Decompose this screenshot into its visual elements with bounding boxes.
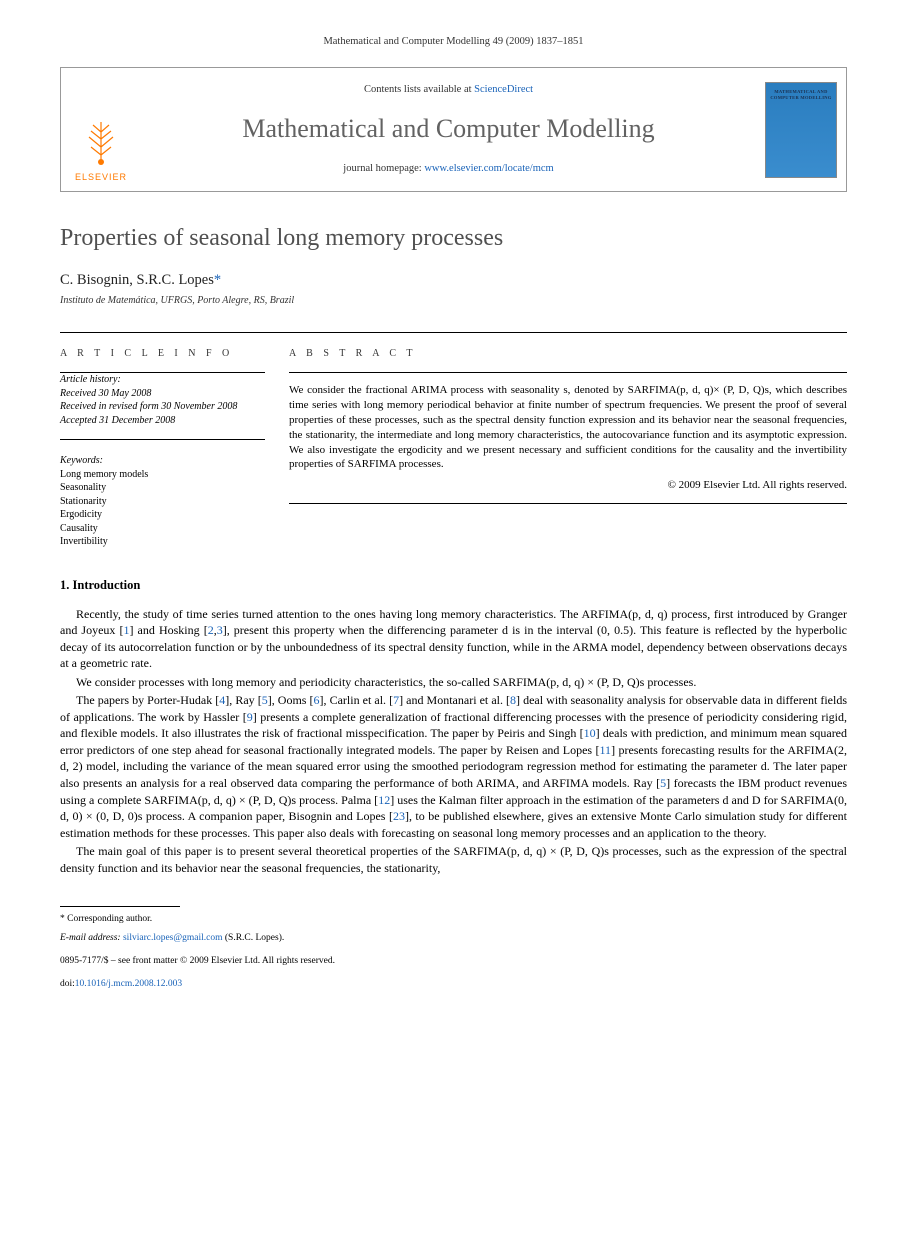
body-paragraph: The papers by Porter-Hudak [4], Ray [5],… xyxy=(60,692,847,841)
doi-line: doi:10.1016/j.mcm.2008.12.003 xyxy=(60,978,847,991)
divider xyxy=(289,503,847,504)
ref-link[interactable]: 12 xyxy=(378,793,390,807)
homepage-link[interactable]: www.elsevier.com/locate/mcm xyxy=(424,163,553,174)
cover-label: MATHEMATICAL AND COMPUTER MODELLING xyxy=(770,89,832,101)
authors: C. Bisognin, S.R.C. Lopes* xyxy=(60,271,847,291)
divider xyxy=(289,372,847,373)
corresponding-mark[interactable]: * xyxy=(214,272,221,288)
p3-text: ], Ray [ xyxy=(225,693,261,707)
doi-link[interactable]: 10.1016/j.mcm.2008.12.003 xyxy=(75,979,182,989)
elsevier-tree-icon xyxy=(81,117,121,167)
article-title: Properties of seasonal long memory proce… xyxy=(60,222,847,254)
affiliation: Instituto de Matemática, UFRGS, Porto Al… xyxy=(60,294,847,308)
revised-date: Received in revised form 30 November 200… xyxy=(60,400,265,414)
homepage-line: journal homepage: www.elsevier.com/locat… xyxy=(343,162,553,176)
ref-link[interactable]: 11 xyxy=(600,743,612,757)
p3-text: The papers by Porter-Hudak [ xyxy=(76,693,219,707)
p1-text: ] and Hosking [ xyxy=(129,623,207,637)
keyword: Seasonality xyxy=(60,481,265,495)
abstract-copyright: © 2009 Elsevier Ltd. All rights reserved… xyxy=(289,478,847,493)
keywords-block: Keywords: Long memory models Seasonality… xyxy=(60,454,265,549)
keyword: Causality xyxy=(60,522,265,536)
received-date: Received 30 May 2008 xyxy=(60,387,265,401)
ref-link[interactable]: 10 xyxy=(584,726,596,740)
footnote-separator xyxy=(60,906,180,907)
journal-banner: ELSEVIER Contents lists available at Sci… xyxy=(60,67,847,192)
abstract-col: A B S T R A C T We consider the fraction… xyxy=(289,347,847,549)
abstract-text: We consider the fractional ARIMA process… xyxy=(289,383,847,472)
body-paragraph: Recently, the study of time series turne… xyxy=(60,606,847,672)
keyword: Ergodicity xyxy=(60,508,265,522)
keyword: Invertibility xyxy=(60,535,265,549)
article-history: Article history: Received 30 May 2008 Re… xyxy=(60,373,265,427)
accepted-date: Accepted 31 December 2008 xyxy=(60,414,265,428)
section-title: 1. Introduction xyxy=(60,577,847,594)
corresponding-footnote: * Corresponding author. xyxy=(60,913,847,926)
article-info-head: A R T I C L E I N F O xyxy=(60,347,265,361)
info-abstract-row: A R T I C L E I N F O Article history: R… xyxy=(60,332,847,549)
contents-line: Contents lists available at ScienceDirec… xyxy=(364,83,533,97)
contents-prefix: Contents lists available at xyxy=(364,84,474,95)
email-suffix: (S.R.C. Lopes). xyxy=(223,933,285,943)
email-label: E-mail address: xyxy=(60,933,123,943)
banner-center: Contents lists available at ScienceDirec… xyxy=(141,68,756,191)
body-paragraph: We consider processes with long memory a… xyxy=(60,674,847,691)
sciencedirect-link[interactable]: ScienceDirect xyxy=(474,84,533,95)
p3-text: ], Carlin et al. [ xyxy=(320,693,394,707)
abstract-head: A B S T R A C T xyxy=(289,347,847,361)
p3-text: ] and Montanari et al. [ xyxy=(399,693,510,707)
email-footnote: E-mail address: silviarc.lopes@gmail.com… xyxy=(60,932,847,945)
p3-text: ], Ooms [ xyxy=(268,693,314,707)
keyword: Stationarity xyxy=(60,495,265,509)
email-link[interactable]: silviarc.lopes@gmail.com xyxy=(123,933,223,943)
journal-cover-thumb: MATHEMATICAL AND COMPUTER MODELLING xyxy=(765,82,837,178)
journal-title: Mathematical and Computer Modelling xyxy=(242,111,654,146)
publisher-name: ELSEVIER xyxy=(75,171,127,183)
author-names: C. Bisognin, S.R.C. Lopes xyxy=(60,272,214,288)
divider xyxy=(60,439,265,440)
doi-label: doi: xyxy=(60,979,75,989)
keyword: Long memory models xyxy=(60,468,265,482)
issn-line: 0895-7177/$ – see front matter © 2009 El… xyxy=(60,955,847,968)
cover-box: MATHEMATICAL AND COMPUTER MODELLING xyxy=(756,68,846,191)
history-label: Article history: xyxy=(60,373,265,387)
keywords-label: Keywords: xyxy=(60,454,265,468)
homepage-prefix: journal homepage: xyxy=(343,163,424,174)
article-info-col: A R T I C L E I N F O Article history: R… xyxy=(60,347,265,549)
ref-link[interactable]: 23 xyxy=(393,809,405,823)
publisher-logo: ELSEVIER xyxy=(61,68,141,191)
running-head: Mathematical and Computer Modelling 49 (… xyxy=(60,35,847,49)
body-paragraph: The main goal of this paper is to presen… xyxy=(60,843,847,876)
